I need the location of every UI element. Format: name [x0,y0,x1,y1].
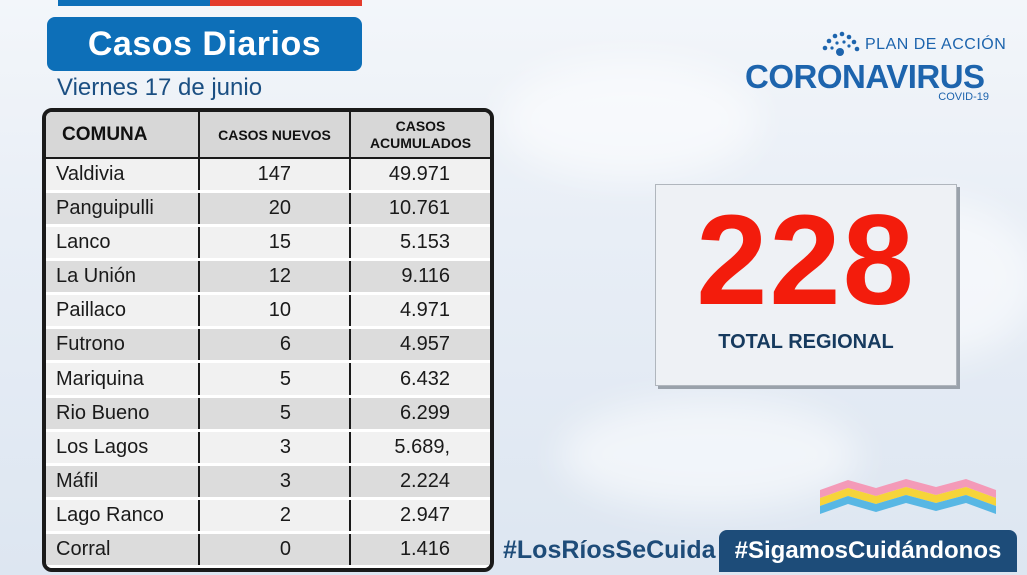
date-label: Viernes 17 de junio [57,74,263,101]
total-label: TOTAL REGIONAL [718,331,894,353]
cell-comuna: Los Lagos [46,430,200,466]
cell-casos-acumulados: 2.947 [350,498,490,534]
cell-casos-nuevos: 5 [199,361,351,398]
cell-comuna: Corral [46,532,200,568]
cell-comuna: La Unión [46,259,200,296]
table-row: Paillaco 10 4.971 [46,293,490,330]
cell-casos-acumulados: 5.689, [350,430,490,466]
cell-comuna: Máfil [46,464,200,500]
hashtag-sigamos: #SigamosCuidándonos [719,530,1017,572]
table-row: Corral 0 1.416 [46,532,490,568]
cell-casos-acumulados: 9.116 [350,259,490,296]
table-row: Futrono 6 4.957 [46,327,490,364]
cell-casos-nuevos: 147 [199,158,351,194]
cell-casos-acumulados: 5.153 [350,225,490,262]
table-row: Valdivia 147 49.971 [46,158,490,194]
table-row: Mariquina 5 6.432 [46,361,490,398]
cell-casos-nuevos: 5 [199,396,351,432]
cell-casos-acumulados: 1.416 [350,532,490,568]
cell-casos-nuevos: 10 [199,293,351,330]
column-header-casos-nuevos: CASOS NUEVOS [199,112,351,159]
cell-casos-nuevos: 12 [199,259,351,296]
cell-casos-acumulados: 4.957 [350,327,490,364]
column-header-casos-acumulados: CASOS ACUMULADOS [350,112,490,159]
cell-casos-acumulados: 4.971 [350,293,490,330]
cell-comuna: Lanco [46,225,200,262]
cell-casos-acumulados: 2.224 [350,464,490,500]
logo-line-3: COVID-19 [938,91,989,103]
colored-waves-icon [820,479,996,514]
table-header-row: COMUNA CASOS NUEVOS CASOS ACUMULADOS [46,112,490,159]
table-row: Panguipulli 20 10.761 [46,191,490,228]
table-row: Lanco 15 5.153 [46,225,490,262]
cell-casos-nuevos: 2 [199,498,351,534]
logo-line-2: CORONAVIRUS [745,58,985,95]
table-row: La Unión 12 9.116 [46,259,490,296]
cases-table: COMUNA CASOS NUEVOS CASOS ACUMULADOS Val… [42,108,494,572]
total-regional-card: 228 TOTAL REGIONAL [655,184,957,386]
cell-comuna: Paillaco [46,293,200,330]
cell-comuna: Valdivia [46,158,200,194]
cell-casos-nuevos: 15 [199,225,351,262]
table-row: Lago Ranco 2 2.947 [46,498,490,534]
table-row: Los Lagos 3 5.689, [46,430,490,466]
top-stripe [58,0,362,6]
cell-casos-acumulados: 49.971 [350,158,490,194]
cell-casos-nuevos: 3 [199,430,351,466]
cell-casos-acumulados: 6.299 [350,396,490,432]
hashtag-los-rios: #LosRíosSeCuida [503,536,716,564]
cell-casos-nuevos: 3 [199,464,351,500]
total-value: 228 [696,189,916,332]
plan-coronavirus-logo: PLAN DE ACCIÓN CORONAVIRUS COVID-19 [745,28,1006,108]
logo-line-1: PLAN DE ACCIÓN [865,36,1007,53]
background-cloud [500,60,760,180]
column-header-comuna: COMUNA [46,112,200,159]
cell-casos-nuevos: 0 [199,532,351,568]
table-row: Rio Bueno 5 6.299 [46,396,490,432]
cell-comuna: Rio Bueno [46,396,200,432]
cell-comuna: Mariquina [46,361,200,398]
cell-comuna: Panguipulli [46,191,200,228]
virus-sun-icon [822,31,860,56]
background-cloud [560,400,860,510]
page-title: Casos Diarios [47,17,362,71]
table-row: Máfil 3 2.224 [46,464,490,500]
cell-comuna: Lago Ranco [46,498,200,534]
cell-casos-nuevos: 20 [199,191,351,228]
cell-casos-acumulados: 10.761 [350,191,490,228]
cell-comuna: Futrono [46,327,200,364]
cell-casos-acumulados: 6.432 [350,361,490,398]
cell-casos-nuevos: 6 [199,327,351,364]
